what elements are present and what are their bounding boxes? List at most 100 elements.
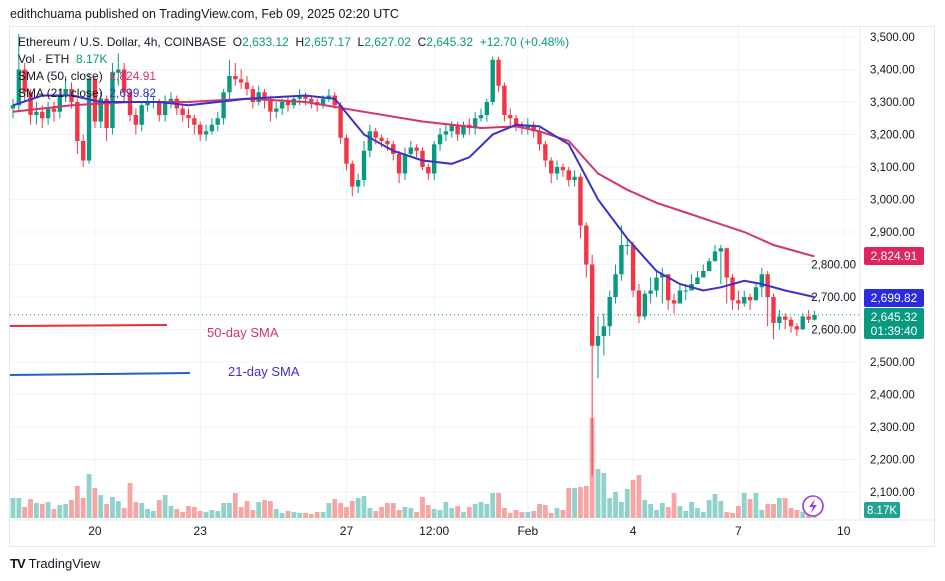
candle-body xyxy=(256,92,261,102)
volume-bar xyxy=(730,513,735,518)
candle xyxy=(695,271,700,284)
volume-bar xyxy=(659,503,665,518)
candle-body xyxy=(706,261,712,271)
candle xyxy=(472,111,478,135)
candle xyxy=(747,293,753,310)
candle-body xyxy=(742,297,747,304)
y-tick-label: 2,100.00 xyxy=(870,487,915,499)
candle xyxy=(601,313,607,356)
candle xyxy=(683,284,688,301)
legend-sma50-row: SMA (50, close) 2,824.91 xyxy=(18,69,156,83)
candle xyxy=(566,167,571,187)
candle-body xyxy=(209,124,215,132)
candle-body xyxy=(127,92,133,115)
candle-body xyxy=(572,176,577,180)
volume-bar xyxy=(636,475,642,518)
volume-bar xyxy=(484,504,490,518)
candle-body xyxy=(121,69,127,93)
last-price-label: 2,645.32 01:39:40 xyxy=(864,308,924,339)
volume-bar xyxy=(174,509,180,518)
candle xyxy=(344,134,349,171)
candle xyxy=(180,105,185,122)
low-value: 2,627.02 xyxy=(364,35,411,49)
volume-bar xyxy=(16,498,22,518)
volume-bar xyxy=(718,501,724,518)
volume-bar xyxy=(250,510,256,518)
volume-bar xyxy=(525,512,531,518)
candle-body xyxy=(285,102,291,106)
volume-bar xyxy=(127,483,133,518)
volume-bar xyxy=(162,495,168,518)
volume-bar xyxy=(425,505,431,518)
candle xyxy=(256,85,261,106)
candle xyxy=(642,290,647,320)
candle-body xyxy=(75,102,80,141)
candle xyxy=(57,89,62,119)
candle xyxy=(367,124,373,158)
candle-body xyxy=(198,124,203,135)
candle xyxy=(654,271,659,297)
candle-body xyxy=(145,102,150,106)
candle-body xyxy=(783,316,788,320)
candle xyxy=(303,92,308,106)
candle-body xyxy=(268,98,273,112)
svg-text:2,824.91: 2,824.91 xyxy=(871,249,918,263)
candle xyxy=(794,323,800,336)
volume-bar xyxy=(279,513,285,518)
y-tick-label: 2,900.00 xyxy=(870,227,915,239)
candle xyxy=(648,277,653,304)
lightning-icon[interactable] xyxy=(802,495,824,517)
volume-bar xyxy=(572,488,577,518)
candle-body xyxy=(788,319,794,327)
candle xyxy=(355,173,361,193)
candle xyxy=(162,95,168,122)
candle-body xyxy=(806,316,811,320)
candle-body xyxy=(449,124,454,132)
candle xyxy=(508,108,513,128)
volume-bar xyxy=(747,499,753,518)
candle-body xyxy=(250,89,256,102)
candle-body xyxy=(513,118,519,125)
sma50-line xyxy=(12,97,815,258)
volume-bar xyxy=(472,504,478,518)
candle-body xyxy=(63,89,68,96)
candle-body xyxy=(654,277,659,291)
volume-bar xyxy=(776,498,782,518)
candle-body xyxy=(274,108,279,112)
volume-bar xyxy=(548,513,554,518)
candle xyxy=(420,147,425,171)
volume-bar xyxy=(115,501,121,518)
volume-bar xyxy=(379,507,384,518)
candle xyxy=(81,134,86,167)
candle xyxy=(414,144,419,158)
candle xyxy=(671,293,677,314)
volume-bar xyxy=(63,504,69,518)
candle xyxy=(589,254,595,476)
svg-text:2,645.32: 2,645.32 xyxy=(871,310,918,324)
candle-body xyxy=(777,316,782,323)
volume-bar xyxy=(332,499,338,518)
candle-body xyxy=(40,111,45,119)
candle xyxy=(595,316,601,379)
sma50-price-label: 2,824.91 xyxy=(864,247,924,265)
candle-body xyxy=(753,287,759,301)
candle xyxy=(198,121,203,141)
change-value: +12.70 (+0.48%) xyxy=(479,35,570,49)
candle-body xyxy=(730,277,735,301)
y-tick-label: 3,500.00 xyxy=(870,32,915,44)
candle xyxy=(724,248,729,304)
candle-body xyxy=(671,300,677,304)
y-tick-label: 2,600.00 xyxy=(811,325,856,337)
candle-body xyxy=(326,95,332,99)
volume-bar xyxy=(519,512,525,518)
candle-body xyxy=(619,245,624,275)
candle xyxy=(285,95,291,112)
candle xyxy=(361,141,367,187)
y-tick-label: 3,100.00 xyxy=(870,162,915,174)
candle-body xyxy=(578,176,583,226)
candle xyxy=(121,63,127,102)
volume-bar xyxy=(496,493,501,518)
volume-bar xyxy=(191,507,197,518)
volume-label: Vol · ETH xyxy=(18,52,70,66)
